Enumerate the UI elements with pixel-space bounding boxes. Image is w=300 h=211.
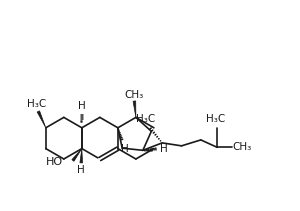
Text: CH₃: CH₃ [125, 89, 144, 100]
Polygon shape [72, 149, 82, 161]
Text: H₃C: H₃C [136, 114, 155, 124]
Text: H: H [77, 165, 85, 175]
Text: H: H [78, 101, 86, 111]
Text: H: H [121, 144, 128, 154]
Text: CH₃: CH₃ [232, 142, 251, 152]
Polygon shape [37, 111, 46, 128]
Polygon shape [133, 101, 136, 117]
Polygon shape [80, 149, 83, 163]
Text: H₃C: H₃C [27, 99, 46, 109]
Text: HO: HO [45, 157, 62, 167]
Text: H: H [160, 144, 168, 154]
Text: H₃C: H₃C [206, 114, 225, 124]
